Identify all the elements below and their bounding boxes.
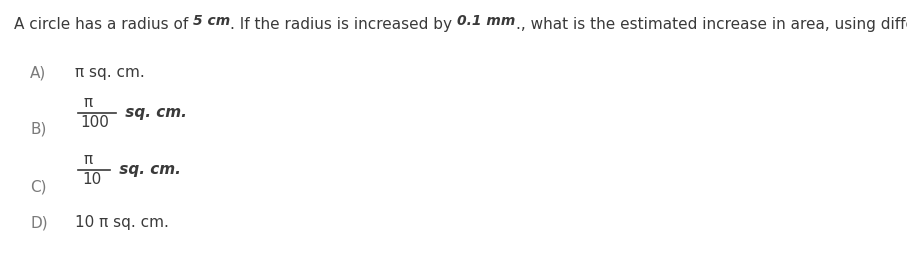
Text: 0.1 mm: 0.1 mm xyxy=(457,14,515,28)
Text: A): A) xyxy=(30,65,46,80)
Text: 5 cm: 5 cm xyxy=(193,14,230,28)
Text: π: π xyxy=(84,95,93,110)
Text: ., what is the estimated increase in area, using differentials?: ., what is the estimated increase in are… xyxy=(515,17,907,32)
Text: C): C) xyxy=(30,180,46,195)
Text: A circle has a radius of: A circle has a radius of xyxy=(14,17,193,32)
Text: 10 π sq. cm.: 10 π sq. cm. xyxy=(75,215,169,230)
Text: . If the radius is increased by: . If the radius is increased by xyxy=(230,17,457,32)
Text: π sq. cm.: π sq. cm. xyxy=(75,65,145,80)
Text: sq. cm.: sq. cm. xyxy=(120,105,187,120)
Text: D): D) xyxy=(30,215,48,230)
Text: B): B) xyxy=(30,122,46,137)
Text: 10: 10 xyxy=(82,172,102,187)
Text: π: π xyxy=(84,152,93,167)
Text: 100: 100 xyxy=(80,115,109,130)
Text: sq. cm.: sq. cm. xyxy=(114,162,180,177)
